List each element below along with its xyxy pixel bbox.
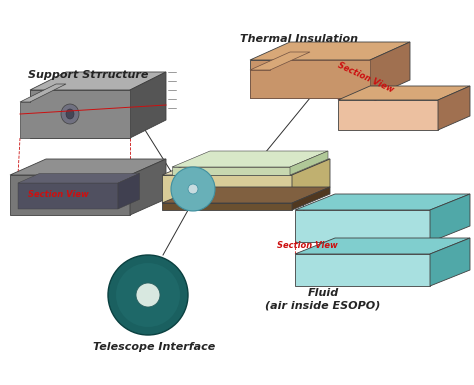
Polygon shape <box>292 187 330 210</box>
Polygon shape <box>290 151 328 175</box>
Polygon shape <box>430 194 470 242</box>
Polygon shape <box>250 52 310 70</box>
Polygon shape <box>338 100 438 130</box>
Text: Section View: Section View <box>28 190 89 199</box>
Polygon shape <box>162 187 330 203</box>
Ellipse shape <box>108 255 188 335</box>
Text: Section View: Section View <box>336 60 395 94</box>
Ellipse shape <box>116 263 180 327</box>
Polygon shape <box>130 72 166 138</box>
Polygon shape <box>18 183 118 209</box>
Polygon shape <box>18 173 140 183</box>
Polygon shape <box>172 151 328 167</box>
Polygon shape <box>10 175 130 215</box>
Text: Support Stтructure: Support Stтructure <box>28 70 148 80</box>
Polygon shape <box>162 159 330 175</box>
Polygon shape <box>250 42 410 60</box>
Ellipse shape <box>188 184 198 194</box>
Polygon shape <box>438 86 470 130</box>
Polygon shape <box>295 238 470 254</box>
Text: Section View: Section View <box>277 241 338 250</box>
Polygon shape <box>338 86 470 100</box>
Polygon shape <box>162 203 292 210</box>
Polygon shape <box>130 159 166 215</box>
Polygon shape <box>162 175 292 203</box>
Polygon shape <box>430 238 470 286</box>
Polygon shape <box>10 159 166 175</box>
Polygon shape <box>118 173 140 209</box>
Ellipse shape <box>66 109 74 119</box>
Polygon shape <box>295 254 430 286</box>
Polygon shape <box>172 167 290 175</box>
Ellipse shape <box>171 167 215 211</box>
Polygon shape <box>250 60 370 98</box>
Text: Telescope Interface: Telescope Interface <box>93 342 215 352</box>
Polygon shape <box>295 194 470 210</box>
Ellipse shape <box>136 283 160 307</box>
Polygon shape <box>30 72 166 90</box>
Polygon shape <box>292 159 330 203</box>
Polygon shape <box>370 42 410 98</box>
Polygon shape <box>295 210 430 242</box>
Polygon shape <box>30 90 130 138</box>
Polygon shape <box>20 90 130 138</box>
Text: Thermal Insulation: Thermal Insulation <box>240 34 358 44</box>
Polygon shape <box>20 84 66 102</box>
Ellipse shape <box>61 104 79 124</box>
Text: Fluid
(air inside ESOPO): Fluid (air inside ESOPO) <box>265 288 381 310</box>
Polygon shape <box>250 60 370 98</box>
